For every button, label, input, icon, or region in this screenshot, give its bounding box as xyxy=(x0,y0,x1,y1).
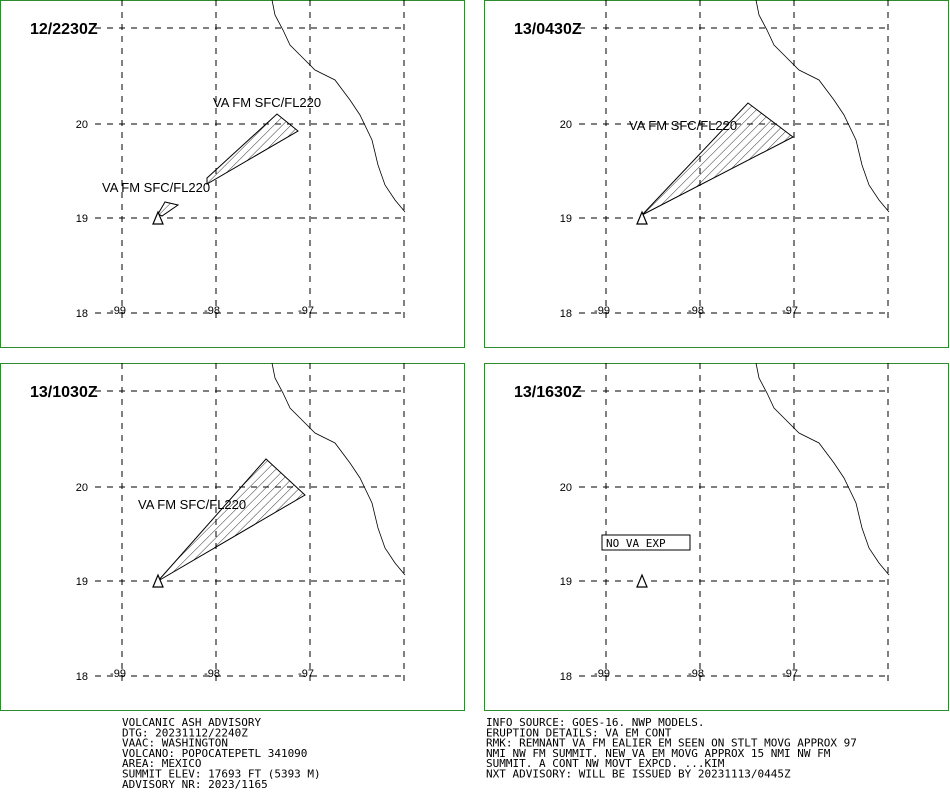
advisory-line: DTG: 20231112/2240Z xyxy=(122,726,248,739)
lat-label: 20 xyxy=(76,482,88,494)
lat-label: 18 xyxy=(560,308,572,320)
volcano-symbol xyxy=(636,210,648,225)
lon-label: -98 xyxy=(688,668,704,680)
lat-label: 19 xyxy=(76,576,88,588)
lon-label: -99 xyxy=(110,305,126,317)
lon-label: -99 xyxy=(594,305,610,317)
lat-label: 20 xyxy=(560,482,572,494)
ash-annotation: VA FM SFC/FL220 xyxy=(102,180,210,195)
lon-label: -98 xyxy=(688,305,704,317)
panel-border xyxy=(484,0,949,348)
panel-border xyxy=(484,363,949,711)
advisory-line: NXT ADVISORY: WILL BE ISSUED BY 20231113… xyxy=(486,768,791,781)
coastline xyxy=(755,362,890,576)
lat-label: 19 xyxy=(560,576,572,588)
lat-label: 20 xyxy=(76,119,88,131)
valid-time: 13/1030Z xyxy=(30,384,98,401)
map-panel: 20 19 18 -99 -98 -97 13/1630Z NO VA EXP xyxy=(484,362,949,711)
ash-annotation: VA FM SFC/FL220 xyxy=(138,497,246,512)
panel-border xyxy=(0,363,465,711)
advisory-line: NMI NW FM SUMMIT. NEW VA EM MOVG APPROX … xyxy=(486,747,831,760)
lon-label: -99 xyxy=(110,668,126,680)
advisory-line: INFO SOURCE: GOES-16. NWP MODELS. xyxy=(486,716,705,729)
ash-annotation: VA FM SFC/FL220 xyxy=(629,118,737,133)
lon-label: -97 xyxy=(782,668,798,680)
advisory-line: VAAC: WASHINGTON xyxy=(122,737,228,750)
valid-time: 12/2230Z xyxy=(30,21,98,38)
lon-label: -99 xyxy=(594,668,610,680)
map-panel: 20 19 18 -99 -98 -97 13/1030Z VA FM SFC/FL220 xyxy=(0,362,465,711)
valid-time: 13/0430Z xyxy=(514,21,582,38)
coastline xyxy=(271,362,406,576)
advisory-line: AREA: MEXICO xyxy=(122,757,201,770)
advisory-line: ADVISORY NR: 2023/1165 xyxy=(122,778,268,791)
lat-label: 18 xyxy=(76,308,88,320)
advisory-line: SUMMIT ELEV: 17693 FT (5393 M) xyxy=(122,768,321,781)
lon-label: -97 xyxy=(298,305,314,317)
ash-area xyxy=(206,113,299,185)
map-panel: 20 19 18 -99 -98 -97 13/0430Z VA FM SFC/FL220 xyxy=(484,0,949,348)
lat-label: 19 xyxy=(560,213,572,225)
coastline xyxy=(271,0,406,213)
volcano-symbol xyxy=(636,573,648,588)
valid-time: 13/1630Z xyxy=(514,384,582,401)
advisory-line: SUMMIT. A CONT NW MOVT EXPCD. ...KIM xyxy=(486,757,725,770)
ash-area xyxy=(157,201,180,217)
lat-label: 18 xyxy=(560,671,572,683)
lon-label: -97 xyxy=(782,305,798,317)
lon-label: -97 xyxy=(298,668,314,680)
coastline xyxy=(755,0,890,213)
lon-label: -98 xyxy=(204,668,220,680)
ash-area xyxy=(641,102,794,216)
ash-annotation: VA FM SFC/FL220 xyxy=(213,95,321,110)
volcano-symbol xyxy=(152,573,164,588)
lon-label: -98 xyxy=(204,305,220,317)
map-panel: 20 19 18 -99 -98 -97 12/2230Z VA FM SFC/FL220 VA… xyxy=(0,0,465,348)
volcano-symbol xyxy=(152,210,164,225)
annotation-box xyxy=(601,534,691,551)
lat-label: 19 xyxy=(76,213,88,225)
lat-label: 20 xyxy=(560,119,572,131)
lat-label: 18 xyxy=(76,671,88,683)
advisory-line: RMK: REMNANT VA FM EALIER EM SEEN ON STL… xyxy=(486,737,857,750)
advisory-line: VOLCANO: POPOCATEPETL 341090 xyxy=(122,747,307,760)
advisory-line: ERUPTION DETAILS: VA EM CONT xyxy=(486,726,672,739)
ash-area xyxy=(157,458,306,582)
panel-border xyxy=(0,0,465,348)
advisory-line: VOLCANIC ASH ADVISORY xyxy=(122,716,261,729)
ash-annotation: NO VA EXP xyxy=(606,537,666,550)
